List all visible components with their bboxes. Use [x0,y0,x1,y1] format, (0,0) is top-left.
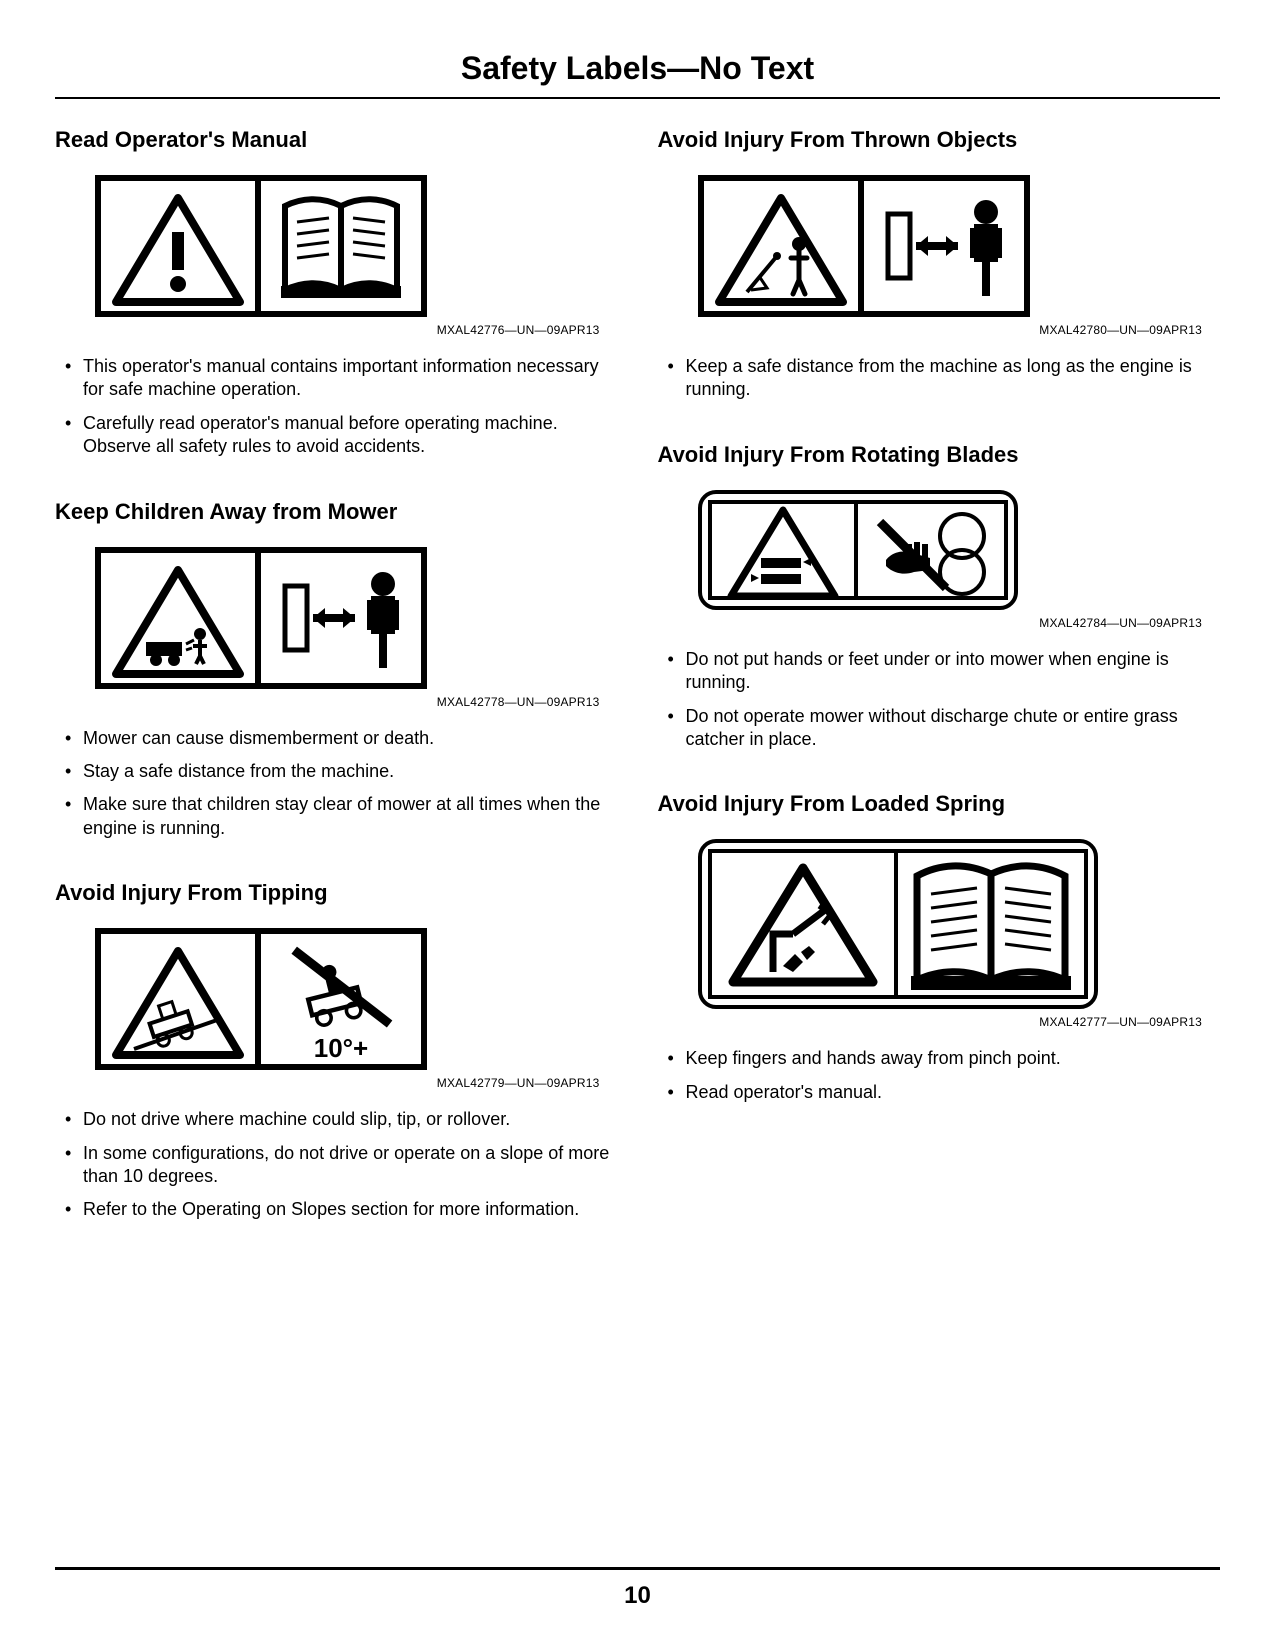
safety-section: Avoid Injury From Thrown Objects MXAL427… [658,127,1221,402]
figure-caption: MXAL42779—UN—09APR13 [55,1076,618,1090]
warning-manual-icon [95,175,427,317]
bullet-list: Mower can cause dismemberment or death. S… [55,727,618,841]
bullet-item: Mower can cause dismemberment or death. [61,727,618,750]
figure-caption: MXAL42778—UN—09APR13 [55,695,618,709]
bullet-item: Do not drive where machine could slip, t… [61,1108,618,1131]
columns: Read Operator's Manual MXAL42776—UN—09AP… [55,127,1220,1262]
bullet-item: This operator's manual contains importan… [61,355,618,402]
bullet-item: Carefully read operator's manual before … [61,412,618,459]
section-title: Keep Children Away from Mower [55,499,618,525]
pictogram [698,839,1221,1009]
bullet-item: Make sure that children stay clear of mo… [61,793,618,840]
tipping-hazard-icon: 10°+ [95,928,427,1070]
page-title: Safety Labels—No Text [55,50,1220,99]
bullet-item: Keep fingers and hands away from pinch p… [664,1047,1221,1070]
bullet-list: Do not drive where machine could slip, t… [55,1108,618,1222]
bullet-item: Stay a safe distance from the machine. [61,760,618,783]
section-title: Avoid Injury From Tipping [55,880,618,906]
rotating-blades-icon [698,490,1018,610]
safety-section: Avoid Injury From Rotating Blades MXAL42… [658,442,1221,752]
footer-rule [55,1567,1220,1570]
bullet-list: Do not put hands or feet under or into m… [658,648,1221,752]
section-title: Avoid Injury From Thrown Objects [658,127,1221,153]
pictogram [95,547,618,689]
bullet-item: Read operator's manual. [664,1081,1221,1104]
figure-caption: MXAL42776—UN—09APR13 [55,323,618,337]
keep-children-away-icon [95,547,427,689]
safety-section: Keep Children Away from Mower MXAL42778—… [55,499,618,841]
page-number: 10 [0,1582,1275,1610]
section-title: Avoid Injury From Rotating Blades [658,442,1221,468]
loaded-spring-icon [698,839,1098,1009]
figure-caption: MXAL42777—UN—09APR13 [658,1015,1221,1029]
pictogram [698,490,1221,610]
left-column: Read Operator's Manual MXAL42776—UN—09AP… [55,127,618,1262]
safety-section: Avoid Injury From Tipping 10°+ MXAL42779… [55,880,618,1222]
right-column: Avoid Injury From Thrown Objects MXAL427… [658,127,1221,1262]
thrown-objects-icon [698,175,1030,317]
bullet-item: In some configurations, do not drive or … [61,1142,618,1189]
section-title: Avoid Injury From Loaded Spring [658,791,1221,817]
bullet-item: Keep a safe distance from the machine as… [664,355,1221,402]
safety-section: Read Operator's Manual MXAL42776—UN—09AP… [55,127,618,459]
pictogram: 10°+ [95,928,618,1070]
slope-limit-label: 10°+ [314,1033,369,1064]
pictogram [698,175,1221,317]
figure-caption: MXAL42780—UN—09APR13 [658,323,1221,337]
bullet-item: Do not put hands or feet under or into m… [664,648,1221,695]
pictogram [95,175,618,317]
bullet-list: Keep fingers and hands away from pinch p… [658,1047,1221,1104]
figure-caption: MXAL42784—UN—09APR13 [658,616,1221,630]
page: Safety Labels—No Text Read Operator's Ma… [0,0,1275,1650]
bullet-list: This operator's manual contains importan… [55,355,618,459]
bullet-list: Keep a safe distance from the machine as… [658,355,1221,402]
safety-section: Avoid Injury From Loaded Spring MXAL4277… [658,791,1221,1104]
bullet-item: Refer to the Operating on Slopes section… [61,1198,618,1221]
section-title: Read Operator's Manual [55,127,618,153]
bullet-item: Do not operate mower without discharge c… [664,705,1221,752]
